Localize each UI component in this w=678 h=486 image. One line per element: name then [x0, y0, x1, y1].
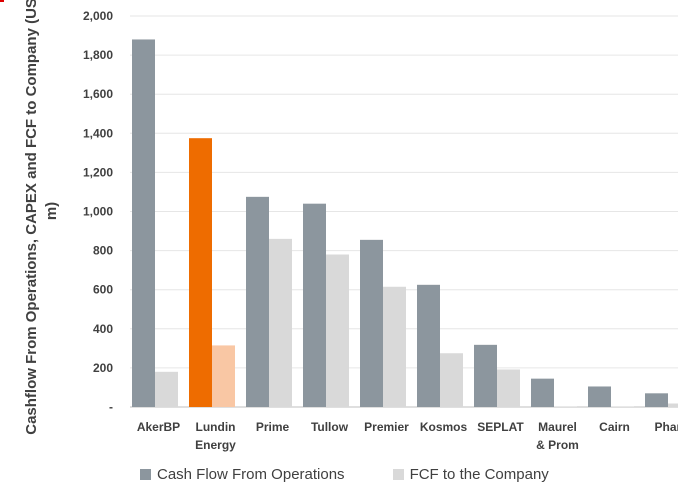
- y-tick-label: 400: [93, 322, 113, 336]
- y-axis-label: Cashflow From Operations, CAPEX and FCF …: [23, 0, 60, 435]
- bar-cfo: [417, 284, 440, 407]
- x-tick-label: Maurel & Prom: [536, 420, 579, 452]
- x-tick-label: Cairn: [599, 420, 630, 434]
- y-tick-label: 600: [93, 283, 113, 297]
- bars: [132, 39, 678, 408]
- bar-cfo: [246, 196, 269, 407]
- bar-cfo: [531, 378, 554, 407]
- bar-cfo: [645, 393, 668, 407]
- bar-cfo: [360, 239, 383, 407]
- bar-cfo: [474, 344, 497, 407]
- bar-fcf: [611, 406, 634, 407]
- y-tick-label: 1,800: [83, 48, 113, 62]
- y-tick-label: -: [109, 400, 113, 414]
- bar-fcf: [440, 353, 463, 407]
- bar-fcf: [383, 286, 406, 407]
- y-tick-label: 800: [93, 244, 113, 258]
- bar-cfo: [189, 138, 212, 407]
- x-tick-label: AkerBP: [137, 420, 180, 434]
- x-tick-label: SEPLAT: [477, 420, 524, 434]
- legend-swatch-cfo: [140, 469, 151, 480]
- x-tick-label: Tullow: [311, 420, 349, 434]
- bar-fcf: [212, 345, 235, 407]
- y-tick-label: 1,200: [83, 165, 113, 179]
- y-tick-label: 1,400: [83, 126, 113, 140]
- bar-chart: - 200 400 600 800 1,000 1,200 1,400 1,600 1,800 2,…: [0, 0, 678, 452]
- bar-fcf: [155, 371, 178, 407]
- legend: Cash Flow From Operations FCF to the Com…: [140, 466, 597, 483]
- y-axis-ticks: - 200 400 600 800 1,000 1,200 1,400 1,600 1,800 2,…: [83, 9, 113, 414]
- x-axis-ticks: AkerBP Lundin Energy Prime Tullow Premier Kosm…: [137, 420, 678, 452]
- bar-cfo: [303, 203, 326, 407]
- bar-cfo: [588, 386, 611, 407]
- legend-item-fcf: FCF to the Company: [392, 466, 549, 483]
- legend-swatch-fcf: [392, 469, 404, 480]
- x-tick-label: Prime: [256, 420, 290, 434]
- legend-label-cfo: Cash Flow From Operations: [157, 466, 345, 483]
- legend-item-cfo: Cash Flow From Operations: [140, 466, 345, 483]
- bar-fcf: [326, 254, 349, 407]
- y-tick-label: 200: [93, 361, 113, 375]
- bar-fcf: [497, 369, 520, 407]
- bar-fcf: [668, 403, 678, 407]
- x-tick-label: Lundin Energy: [195, 420, 236, 452]
- x-tick-label: Kosmos: [420, 420, 468, 434]
- y-tick-label: 2,000: [83, 9, 113, 23]
- bar-cfo: [132, 39, 155, 408]
- y-tick-label: 1,000: [83, 205, 113, 219]
- legend-label-fcf: FCF to the Company: [409, 466, 549, 483]
- x-tick-label: Premier: [364, 420, 409, 434]
- x-tick-label: Pharo: [654, 420, 678, 434]
- bar-fcf: [269, 238, 292, 407]
- y-tick-label: 1,600: [83, 87, 113, 101]
